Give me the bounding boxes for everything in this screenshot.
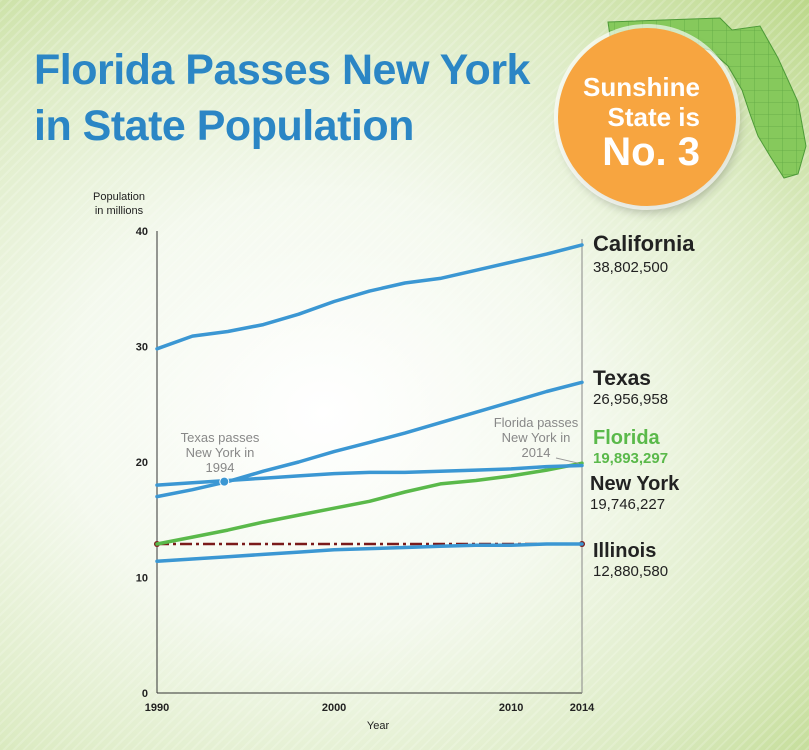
series-label-california: California <box>593 231 695 256</box>
ranking-badge: Sunshine State is No. 3 <box>558 28 736 206</box>
y-tick-label-30: 30 <box>136 342 148 354</box>
badge-line-2: State is <box>607 102 701 132</box>
annotation-line: New York in <box>502 430 571 445</box>
annotation-line: 1994 <box>206 460 235 475</box>
y-axis-title-line: Population <box>93 191 145 203</box>
series-label-illinois: Illinois <box>593 540 656 562</box>
series-value-texas: 26,956,958 <box>593 391 668 408</box>
y-axis-title: Population in millions <box>93 191 145 217</box>
series-label-new-york: New York <box>590 473 680 495</box>
series-label-texas: Texas <box>593 367 651 390</box>
annotation-line: Florida passes <box>494 415 579 430</box>
y-axis-title-line: in millions <box>95 205 144 217</box>
annotation-texas-passes: Texas passes New York in 1994 <box>181 430 260 475</box>
x-tick-label-2010: 2010 <box>499 702 523 714</box>
chart-title-line-2: in State Population <box>34 102 414 150</box>
badge-line-3: No. 3 <box>602 130 700 174</box>
series-label-florida: Florida <box>593 427 661 449</box>
badge-line-1: Sunshine <box>582 72 700 102</box>
chart-title: Florida Passes New York in State Populat… <box>34 42 530 154</box>
texas-passes-marker <box>219 476 230 487</box>
series-line-illinois <box>155 542 584 564</box>
x-tick-label-2000: 2000 <box>322 702 346 714</box>
series-line-california <box>155 243 584 351</box>
y-tick-label-0: 0 <box>142 688 148 700</box>
y-tick-label-40: 40 <box>136 226 148 238</box>
annotation-line: New York in <box>186 445 255 460</box>
y-tick-label-10: 10 <box>136 573 148 585</box>
chart-title-line-1: Florida Passes New York <box>34 46 530 94</box>
series-line-florida <box>155 461 584 546</box>
series-value-illinois: 12,880,580 <box>593 563 668 580</box>
annotation-florida-passes: Florida passes New York in 2014 <box>494 415 579 460</box>
series-value-california: 38,802,500 <box>593 259 668 276</box>
y-tick-label-20: 20 <box>136 457 148 469</box>
annotation-line: Texas passes <box>181 430 260 445</box>
series-value-new-york: 19,746,227 <box>590 496 665 513</box>
x-tick-label-2014: 2014 <box>570 702 595 714</box>
annotation-line: 2014 <box>522 445 551 460</box>
annotation-florida-pointer <box>555 457 580 464</box>
x-tick-label-1990: 1990 <box>145 702 169 714</box>
series-value-florida: 19,893,297 <box>593 450 668 467</box>
x-axis-title: Year <box>367 720 390 732</box>
